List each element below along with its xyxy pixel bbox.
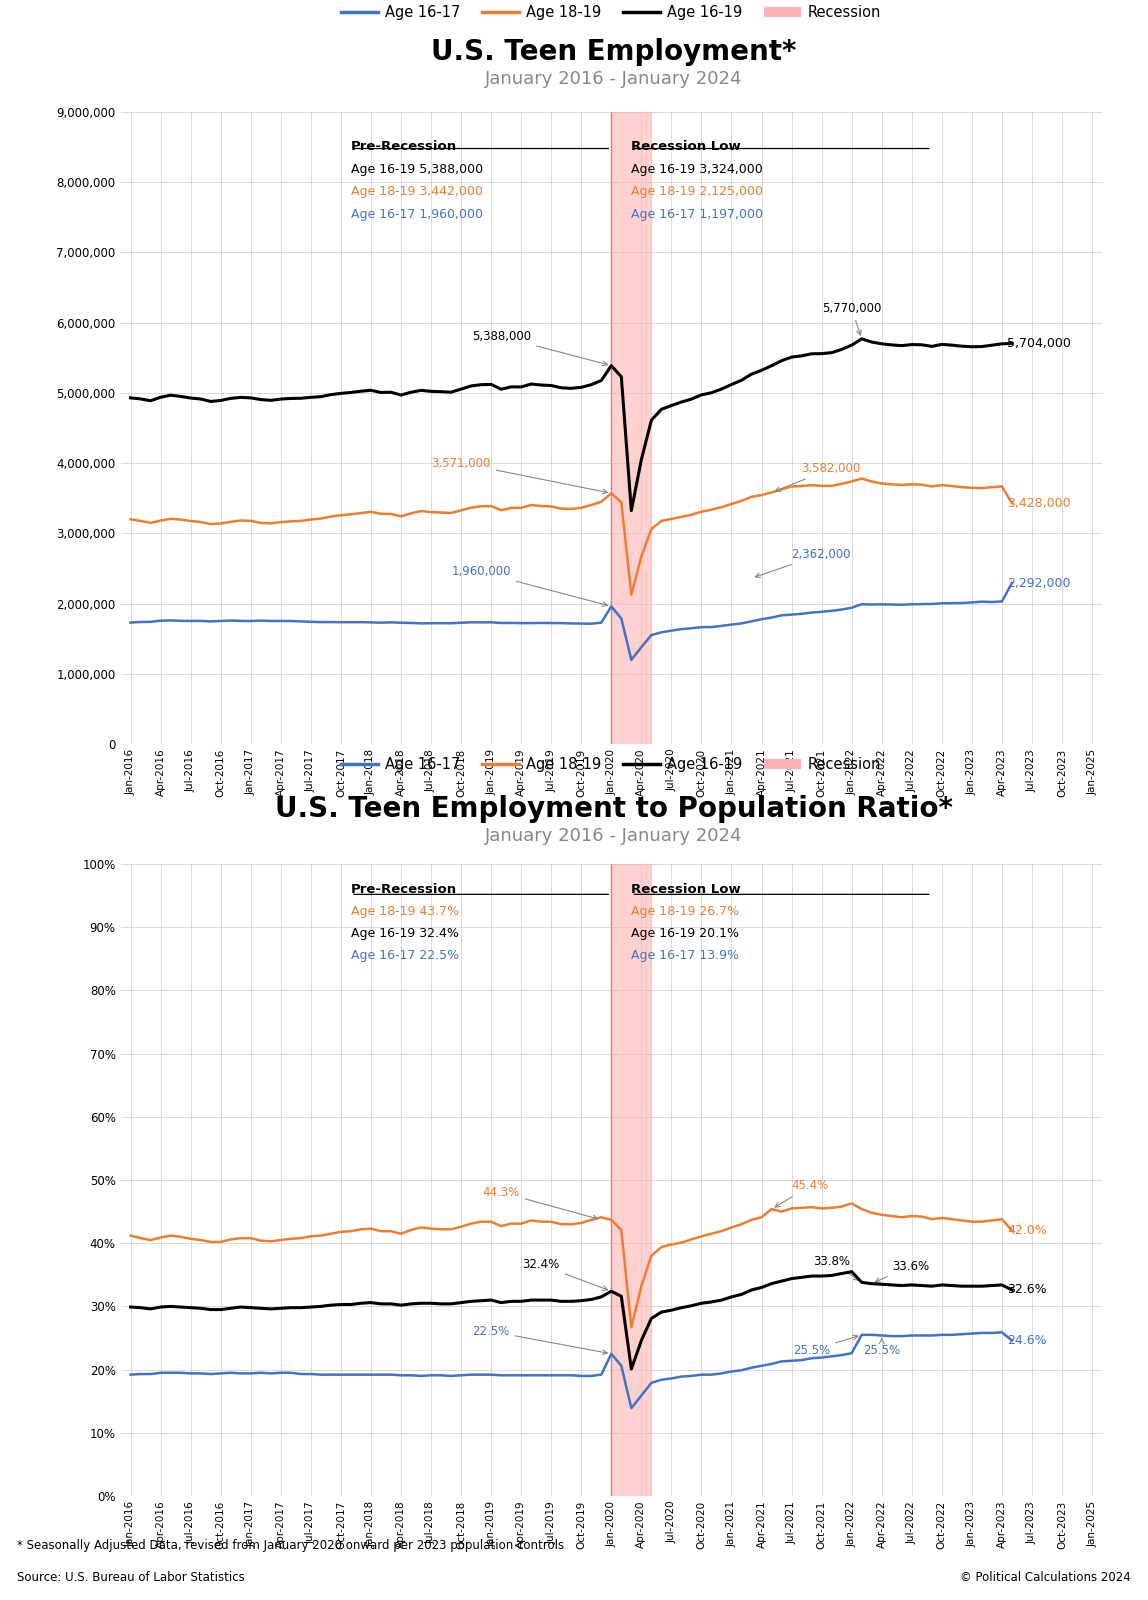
- Text: Age 16-17 1,960,000: Age 16-17 1,960,000: [351, 208, 483, 221]
- Text: January 2016 - January 2024: January 2016 - January 2024: [486, 70, 743, 88]
- Text: Age 16-17 1,197,000: Age 16-17 1,197,000: [631, 208, 763, 221]
- Text: 25.5%: 25.5%: [863, 1338, 900, 1357]
- Text: 5,704,000: 5,704,000: [1007, 338, 1071, 350]
- Text: U.S. Teen Employment*: U.S. Teen Employment*: [432, 38, 797, 67]
- Text: 22.5%: 22.5%: [473, 1325, 607, 1355]
- Text: Pre-Recession: Pre-Recession: [351, 141, 457, 154]
- Text: 45.4%: 45.4%: [775, 1179, 829, 1206]
- Text: 25.5%: 25.5%: [793, 1334, 858, 1357]
- Text: Age 16-17 13.9%: Age 16-17 13.9%: [631, 949, 739, 962]
- Text: Age 18-19 3,442,000: Age 18-19 3,442,000: [351, 186, 483, 198]
- Legend: Age 16-17, Age 18-19, Age 16-19, Recession: Age 16-17, Age 18-19, Age 16-19, Recessi…: [335, 0, 887, 26]
- Text: * Seasonally Adjusted Data, revised from January 2020 onward per 2023 population: * Seasonally Adjusted Data, revised from…: [17, 1539, 565, 1552]
- Text: 32.6%: 32.6%: [1007, 1283, 1047, 1296]
- Text: U.S. Teen Employment to Population Ratio*: U.S. Teen Employment to Population Ratio…: [276, 795, 953, 822]
- Text: 33.8%: 33.8%: [813, 1256, 859, 1280]
- Text: © Political Calculations 2024: © Political Calculations 2024: [960, 1571, 1131, 1584]
- Text: 24.6%: 24.6%: [1007, 1334, 1047, 1347]
- Text: Age 18-19 43.7%: Age 18-19 43.7%: [351, 906, 459, 918]
- Text: 5,388,000: 5,388,000: [472, 330, 607, 366]
- Text: 3,428,000: 3,428,000: [1007, 496, 1071, 510]
- Text: Pre-Recession: Pre-Recession: [351, 883, 457, 896]
- Text: Age 18-19 2,125,000: Age 18-19 2,125,000: [631, 186, 763, 198]
- Text: Age 16-17 22.5%: Age 16-17 22.5%: [351, 949, 459, 962]
- Text: 44.3%: 44.3%: [482, 1186, 597, 1219]
- Bar: [611, 112, 651, 744]
- Text: 5,770,000: 5,770,000: [822, 302, 882, 334]
- Text: 33.6%: 33.6%: [876, 1259, 929, 1282]
- Text: 42.0%: 42.0%: [1007, 1224, 1047, 1237]
- Legend: Age 16-17, Age 18-19, Age 16-19, Recession: Age 16-17, Age 18-19, Age 16-19, Recessi…: [335, 752, 887, 778]
- Text: 32.4%: 32.4%: [522, 1259, 607, 1290]
- Text: 3,582,000: 3,582,000: [775, 462, 861, 491]
- Text: 1,960,000: 1,960,000: [451, 565, 607, 606]
- Text: Age 16-19 32.4%: Age 16-19 32.4%: [351, 926, 459, 941]
- Text: Age 16-19 20.1%: Age 16-19 20.1%: [631, 926, 739, 941]
- Text: 3,571,000: 3,571,000: [432, 456, 607, 494]
- Bar: [611, 864, 651, 1496]
- Text: Source: U.S. Bureau of Labor Statistics: Source: U.S. Bureau of Labor Statistics: [17, 1571, 245, 1584]
- Text: Recession Low: Recession Low: [631, 141, 742, 154]
- Text: 2,362,000: 2,362,000: [755, 547, 851, 578]
- Text: Age 16-19 3,324,000: Age 16-19 3,324,000: [631, 163, 763, 176]
- Text: Age 18-19 26.7%: Age 18-19 26.7%: [631, 906, 739, 918]
- Text: Age 16-19 5,388,000: Age 16-19 5,388,000: [351, 163, 483, 176]
- Text: Recession Low: Recession Low: [631, 883, 742, 896]
- Text: 2,292,000: 2,292,000: [1007, 576, 1070, 589]
- Text: January 2016 - January 2024: January 2016 - January 2024: [486, 827, 743, 845]
